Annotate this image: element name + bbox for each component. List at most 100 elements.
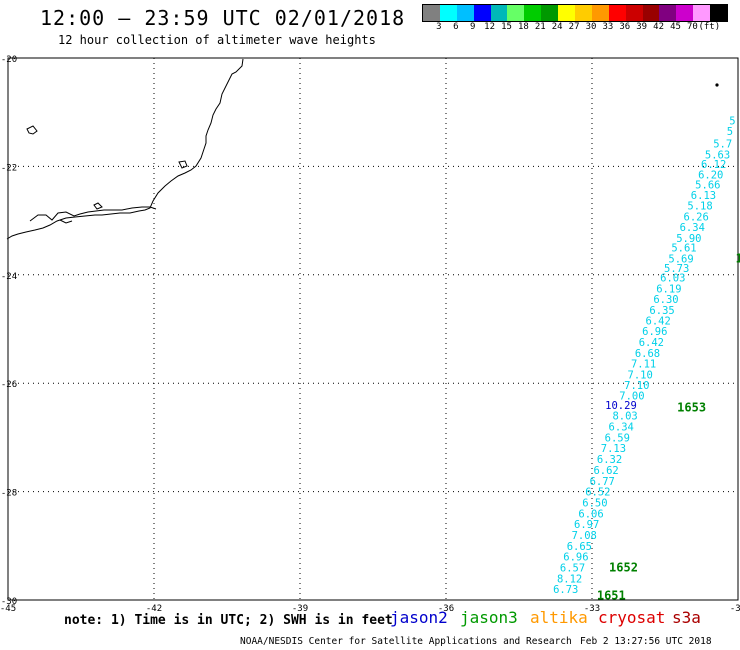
wave-height-value: 5 — [727, 126, 733, 138]
wave-height-value: 6.34 — [609, 422, 634, 434]
page-title: 12:00 – 23:59 UTC 02/01/2018 — [40, 6, 406, 30]
pass-time-label: 1652 — [609, 560, 638, 574]
wave-height-value: 6.96 — [642, 326, 667, 338]
wave-height-value: 6.59 — [605, 432, 630, 444]
legend-swatch — [676, 5, 694, 21]
wave-height-value: 5.66 — [695, 179, 720, 191]
wave-height-value: 5.69 — [668, 254, 693, 266]
wave-height-value: 6.30 — [653, 294, 678, 306]
legend-swatch — [710, 5, 728, 21]
legend-swatch — [524, 5, 542, 21]
lon-label: -36 — [438, 604, 454, 614]
legend-swatch — [456, 5, 474, 21]
legend-swatch — [490, 5, 508, 21]
legend-label: 45 — [670, 22, 681, 32]
wave-height-value: 6.96 — [563, 552, 588, 564]
wave-height-value: 6.50 — [582, 497, 607, 509]
legend-swatch — [642, 5, 660, 21]
color-legend — [422, 4, 729, 22]
legend-label: 12 — [484, 22, 496, 32]
legend-label: 9 — [469, 22, 476, 32]
legend-label: 39 — [636, 22, 648, 32]
coastline — [6, 58, 244, 240]
wave-height-value: 5.73 — [664, 263, 689, 275]
wave-height-value: 8.12 — [557, 573, 582, 585]
wave-height-value: 6.65 — [567, 541, 592, 553]
pass-time-label: 1651 — [597, 589, 626, 603]
legend-label: 27 — [568, 22, 580, 32]
wave-height-value: 5.90 — [676, 233, 701, 245]
lon-label: -42 — [146, 604, 162, 614]
wave-height-value: 6.06 — [578, 508, 603, 520]
legend-swatch — [608, 5, 626, 21]
legend-label: 42 — [653, 22, 665, 32]
legend-swatch — [591, 5, 609, 21]
legend-swatch — [558, 5, 576, 21]
legend-label: 18 — [517, 22, 529, 32]
wave-height-value: 7.11 — [631, 359, 656, 371]
wave-height-value: 5.18 — [687, 200, 712, 212]
wave-height-value: 6.12 — [701, 159, 726, 171]
wave-height-value: 6.77 — [590, 476, 615, 488]
legend-label: (ft) — [698, 22, 721, 32]
wave-height-value: 5.61 — [671, 243, 696, 255]
pass-time-label: 1653 — [677, 401, 706, 415]
wave-height-value: 5.7 — [713, 139, 732, 151]
lon-label: -33 — [584, 604, 600, 614]
wave-height-value: 10.29 — [605, 400, 637, 412]
satellite-cryosat: cryosat — [598, 608, 666, 627]
lat-label: -28 — [1, 489, 17, 499]
wave-height-value: 7.10 — [628, 370, 653, 382]
lon-label: -30 — [730, 604, 740, 614]
time-labels: 165 1653 1652 1651 — [597, 252, 740, 603]
credit-text: NOAA/NESDIS Center for Satellite Applica… — [240, 636, 572, 647]
wave-height-value: 7.10 — [624, 380, 649, 392]
generation-timestamp: Feb 2 13:27:56 UTC 2018 — [580, 636, 712, 647]
lat-label: -20 — [1, 55, 17, 65]
island-1 — [26, 125, 38, 135]
lat-label: -22 — [1, 163, 17, 173]
legend-swatch — [439, 5, 457, 21]
page-subtitle: 12 hour collection of altimeter wave hei… — [58, 33, 376, 47]
wave-height-value: 5 — [729, 115, 735, 127]
legend-label: 33 — [602, 22, 614, 32]
legend-swatch — [575, 5, 592, 21]
legend-swatch — [625, 5, 643, 21]
wave-height-value: 8.03 — [612, 411, 637, 423]
wave-height-value: 6.26 — [684, 211, 709, 223]
wave-height-value: 6.68 — [635, 348, 660, 360]
wave-height-value: 6.62 — [593, 465, 618, 477]
wave-height-value: 6.52 — [585, 487, 610, 499]
wave-height-value: 6.42 — [639, 337, 664, 349]
lon-label: -39 — [292, 604, 308, 614]
legend-label: 70 — [686, 22, 698, 32]
legend-label: 21 — [534, 22, 546, 32]
legend-swatch — [473, 5, 491, 21]
legend-swatch — [507, 5, 525, 21]
pass-time-label: 165 — [736, 252, 740, 266]
wave-height-value: 6.35 — [649, 305, 674, 317]
wave-height-value: 6.42 — [646, 315, 671, 327]
wave-height-value: 5.63 — [705, 149, 730, 161]
wave-height-value: 6.20 — [698, 170, 723, 182]
legend-label: 36 — [619, 22, 631, 32]
satellite-jason2: jason2 — [390, 608, 448, 627]
satellite-altika: altika — [530, 608, 588, 627]
wave-height-value: 6.19 — [656, 283, 681, 295]
legend-swatch — [693, 5, 711, 21]
wave-height-value: 6.34 — [680, 222, 705, 234]
wave-height-value: 6.73 — [553, 584, 578, 596]
lat-label: -24 — [1, 272, 17, 282]
wave-height-value: 7.00 — [619, 391, 644, 403]
legend-swatch — [541, 5, 559, 21]
brazil-coastline — [6, 58, 244, 240]
legend-swatch — [423, 5, 440, 21]
island-2 — [178, 160, 188, 169]
legend-label: 3 — [436, 22, 442, 32]
legend-label: 6 — [453, 22, 459, 32]
data-point-dot — [715, 83, 719, 87]
satellite-jason3: jason3 — [460, 608, 518, 627]
wave-height-value: 6.97 — [574, 519, 599, 531]
wave-height-value: 6.57 — [560, 562, 585, 574]
